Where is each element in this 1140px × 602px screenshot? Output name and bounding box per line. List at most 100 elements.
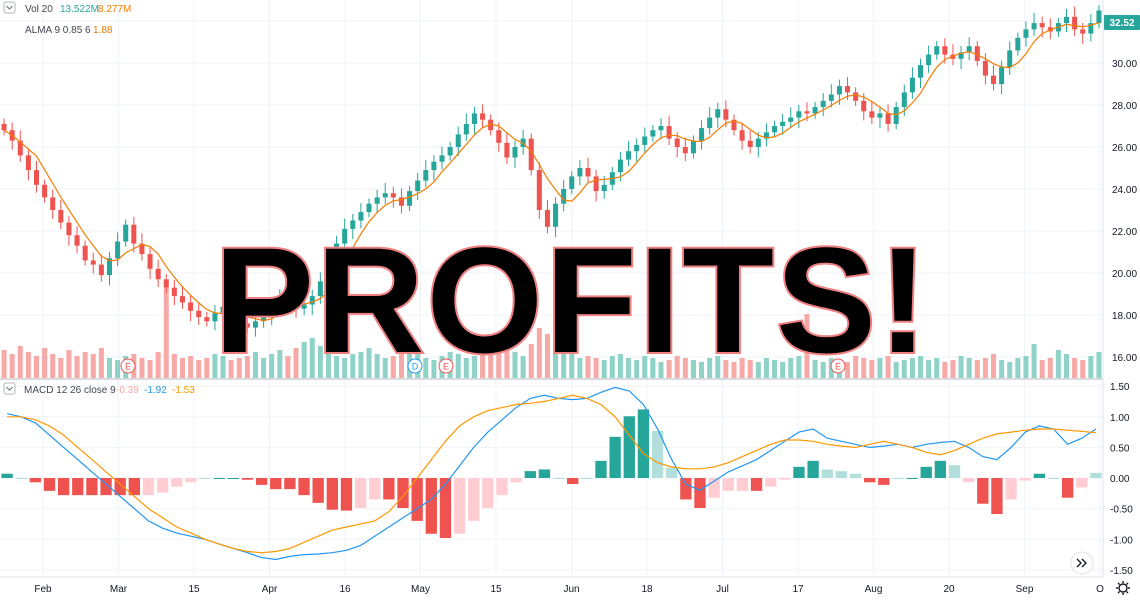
candle bbox=[131, 216, 137, 253]
volume-bar bbox=[682, 358, 688, 378]
histogram-bar bbox=[793, 466, 805, 478]
candle bbox=[909, 67, 915, 99]
chevron-down-icon bbox=[6, 386, 13, 391]
volume-bar bbox=[634, 360, 640, 378]
histogram-bar bbox=[468, 478, 480, 521]
gear-teeth bbox=[1116, 581, 1130, 595]
candle bbox=[974, 40, 980, 67]
histogram-bar bbox=[680, 478, 692, 500]
candle bbox=[220, 296, 226, 320]
event-marker[interactable]: E bbox=[120, 358, 136, 374]
macd-axis[interactable]: 1.50 1.00 0.50 0.00 -0.50 -1.00 -1.50 bbox=[1110, 382, 1133, 577]
volume-bar bbox=[1015, 358, 1021, 378]
collapse-macd-legend-button[interactable] bbox=[3, 382, 16, 395]
scroll-to-realtime-button[interactable] bbox=[1070, 551, 1094, 575]
candle bbox=[407, 185, 413, 212]
event-marker[interactable]: E bbox=[438, 358, 454, 374]
histogram-bar bbox=[1033, 473, 1046, 478]
volume-bar bbox=[204, 358, 210, 378]
candle bbox=[155, 259, 161, 288]
volume-bar bbox=[642, 356, 648, 378]
settings-button[interactable] bbox=[1116, 581, 1130, 595]
candle bbox=[204, 311, 210, 327]
histogram-bar bbox=[524, 471, 536, 478]
candle bbox=[1096, 5, 1102, 29]
volume-bar bbox=[1055, 350, 1061, 378]
volume-bar bbox=[1063, 354, 1070, 378]
volume-bar bbox=[155, 352, 161, 378]
candle bbox=[666, 115, 672, 146]
histogram-bar bbox=[128, 478, 140, 496]
volume-bar bbox=[382, 358, 388, 378]
candle bbox=[926, 45, 932, 73]
histogram-bar bbox=[270, 478, 282, 490]
time-tick-label: 18 bbox=[641, 584, 653, 595]
volume-bar bbox=[342, 358, 348, 378]
candle bbox=[731, 114, 737, 136]
candle bbox=[650, 124, 656, 142]
histogram-bar bbox=[963, 478, 975, 483]
histogram-bar bbox=[326, 478, 338, 510]
event-marker[interactable]: D bbox=[407, 358, 423, 374]
volume-bar bbox=[139, 358, 145, 378]
histogram-bar bbox=[779, 478, 791, 480]
candle bbox=[447, 141, 453, 161]
histogram-bar bbox=[552, 478, 565, 479]
candle bbox=[334, 235, 340, 274]
candle bbox=[1, 118, 7, 136]
volume-bar bbox=[66, 350, 72, 378]
histogram-bar bbox=[1061, 478, 1074, 498]
histogram-bar bbox=[411, 478, 423, 521]
volume-bar bbox=[982, 358, 988, 378]
candle bbox=[496, 122, 502, 152]
candle bbox=[553, 197, 559, 238]
candle bbox=[42, 179, 48, 203]
price-tick-label: 26.00 bbox=[1112, 143, 1137, 154]
volume-bars bbox=[1, 288, 1102, 378]
histogram-bar bbox=[1047, 478, 1060, 479]
candle bbox=[504, 132, 510, 165]
collapse-legend-button[interactable] bbox=[3, 1, 16, 14]
volume-bar bbox=[98, 348, 104, 378]
histogram-bar bbox=[765, 478, 777, 487]
volume-bar bbox=[739, 358, 745, 378]
volume-bar bbox=[674, 356, 680, 378]
last-price-badge bbox=[1104, 15, 1140, 30]
volume-bar bbox=[480, 350, 486, 378]
price-axis-background bbox=[1103, 0, 1140, 577]
volume-bar bbox=[707, 358, 713, 378]
macd-tick-label: -1.50 bbox=[1110, 566, 1133, 577]
volume-bar bbox=[553, 346, 559, 378]
volume-bar bbox=[188, 356, 194, 378]
histogram-bar bbox=[581, 478, 593, 479]
volume-bar bbox=[990, 354, 997, 378]
volume-bar bbox=[926, 360, 932, 378]
price-tick-label: 28.00 bbox=[1112, 101, 1137, 112]
candle bbox=[228, 300, 234, 326]
volume-legend[interactable]: Vol 20 13.522M 8.277M bbox=[3, 1, 131, 15]
histogram-bar bbox=[284, 478, 296, 490]
histogram-bar bbox=[340, 478, 353, 511]
histogram-bar bbox=[750, 478, 763, 491]
time-axis[interactable]: Feb Mar 15 Apr 16 May 15 Jun 18 Jul 17 Aug 20 Sep O bbox=[34, 584, 1104, 595]
candle bbox=[382, 182, 388, 204]
volume-bar bbox=[390, 356, 396, 378]
histogram-bar bbox=[142, 478, 155, 496]
event-marker[interactable]: E bbox=[830, 358, 846, 374]
volume-bar bbox=[1023, 356, 1029, 378]
histogram-bar bbox=[213, 478, 225, 479]
price-axis[interactable]: 32.0030.0028.0026.0024.0022.0020.0018.00… bbox=[1112, 17, 1137, 364]
candle bbox=[561, 179, 567, 212]
volume-bar bbox=[106, 358, 113, 378]
candle bbox=[366, 198, 372, 218]
macd-legend[interactable]: MACD 12 26 close 9 -0.39 -1.92 -1.53 bbox=[3, 382, 195, 396]
volume-bar bbox=[398, 352, 404, 378]
candle bbox=[106, 251, 113, 286]
volume-bar bbox=[544, 334, 550, 378]
volume-bar bbox=[731, 362, 737, 378]
alma-legend[interactable]: ALMA 9 0.85 6 1.88 bbox=[25, 25, 113, 36]
